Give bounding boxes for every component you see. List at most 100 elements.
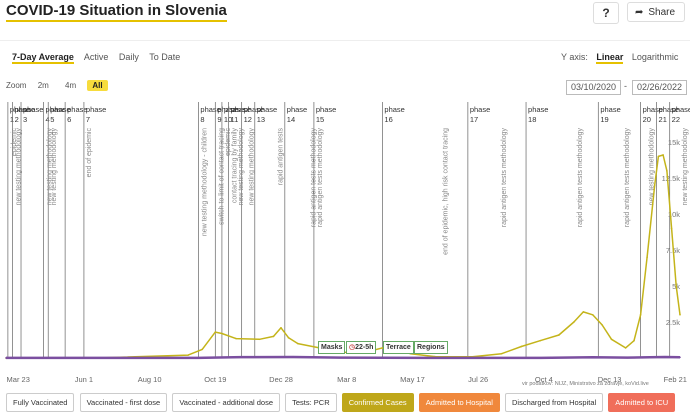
- cases-point: [610, 338, 613, 341]
- legend-additional-dose[interactable]: Vaccinated - additional dose: [172, 393, 281, 412]
- annotation-label: end of epidemic, high risk contact traci…: [443, 128, 450, 255]
- legend-fully-vaccinated[interactable]: Fully Vaccinated: [6, 393, 75, 412]
- phase-number: 17: [470, 115, 478, 124]
- annotation-label: new testing methodology: [682, 128, 689, 206]
- phase-label: phase: [316, 105, 336, 114]
- hospital-point: [239, 356, 242, 358]
- phase-label: phase: [15, 105, 35, 114]
- clock-icon: ◷: [349, 344, 356, 351]
- x-tick-label: Jun 1: [75, 375, 93, 384]
- phase-number: 15: [316, 115, 324, 124]
- phase-number: 4: [46, 115, 50, 124]
- cases-point: [272, 335, 275, 338]
- annotation-label: switch to limit of contact tracing: [218, 128, 225, 225]
- measure-curfew[interactable]: ◷22-5h: [346, 341, 377, 354]
- tab-to-date[interactable]: To Date: [149, 52, 181, 62]
- annotation-label: new testing methodology: [16, 128, 23, 206]
- x-tick-label: Aug 10: [138, 375, 162, 384]
- yaxis-linear-button[interactable]: Linear: [596, 52, 624, 64]
- y-tick-label: 15k: [668, 138, 680, 147]
- legend-confirmed-cases[interactable]: Confirmed Cases: [341, 393, 414, 412]
- cases-point: [624, 347, 627, 349]
- help-button[interactable]: ?: [593, 2, 619, 24]
- legend-tests-pcr[interactable]: Tests: PCR: [285, 393, 337, 412]
- legend-admitted-hospital[interactable]: Admitted to Hospital: [418, 393, 500, 412]
- zoom-4m-button[interactable]: 4m: [65, 81, 77, 90]
- cases-point: [235, 337, 237, 340]
- phase-label: phase: [23, 105, 43, 114]
- cases-point: [653, 184, 656, 186]
- hospital-point: [679, 356, 681, 359]
- cases-point: [662, 154, 664, 156]
- phase-label: phase: [287, 105, 307, 114]
- hospital-point: [664, 356, 666, 358]
- cases-point: [639, 314, 642, 316]
- hospital-point: [197, 357, 200, 359]
- phase-label: phase: [67, 105, 87, 114]
- x-tick-label: Mar 23: [7, 375, 30, 384]
- phase-label: phase: [200, 105, 220, 114]
- cases-point: [591, 314, 594, 316]
- cases-point: [287, 337, 290, 339]
- annotation-label: rapid antigen tests methodology: [310, 128, 317, 228]
- cases-point: [666, 170, 668, 172]
- annotation-label: new testing methodology: [248, 128, 255, 206]
- measure-masks[interactable]: Masks: [318, 341, 346, 354]
- measure-terrace[interactable]: Terrace: [383, 341, 414, 354]
- y-tick-label: 2.5k: [666, 318, 680, 327]
- hospital-point: [5, 357, 7, 359]
- legend-discharged[interactable]: Discharged from Hospital: [504, 393, 604, 412]
- x-tick-label: Feb 21: [664, 375, 687, 384]
- phase-number: 8: [200, 115, 204, 124]
- zoom-label: Zoom: [6, 81, 27, 90]
- tab-7day-average[interactable]: 7-Day Average: [12, 52, 74, 64]
- cases-point: [280, 326, 282, 329]
- series-hospital: [6, 355, 681, 360]
- phase-label: phase: [217, 105, 237, 114]
- phase-number: 12: [244, 115, 252, 124]
- date-from-input[interactable]: 03/10/2020: [566, 80, 621, 95]
- phase-number: 22: [672, 115, 680, 124]
- tab-active[interactable]: Active: [83, 52, 109, 62]
- share-button[interactable]: ➦ Share: [627, 2, 685, 22]
- phase-number: 9: [217, 115, 221, 124]
- phase-label: phase: [600, 105, 620, 114]
- cases-point: [381, 347, 384, 349]
- annotation-label: new testing methodology: [51, 128, 58, 206]
- cases-point: [187, 354, 189, 356]
- legend-admitted-icu[interactable]: Admitted to ICU: [608, 393, 676, 412]
- phase-label: phase: [528, 105, 548, 114]
- cases-point: [539, 339, 541, 342]
- legend-first-dose[interactable]: Vaccinated - first dose: [79, 393, 168, 412]
- annotation-label: epidemic: [11, 128, 18, 157]
- zoom-all-button[interactable]: All: [87, 80, 108, 91]
- date-to-input[interactable]: 02/26/2022: [632, 80, 687, 95]
- annotation-label: new testing methodology - children: [201, 128, 208, 236]
- annotation-label: rapid antigen tests methodology: [501, 128, 508, 228]
- measure-regions[interactable]: Regions: [414, 341, 448, 354]
- phase-number: 13: [257, 115, 265, 124]
- phase-number: 16: [384, 115, 392, 124]
- hospital-point: [626, 356, 629, 359]
- phase-label: phase: [470, 105, 490, 114]
- zoom-controls: Zoom 2m 4m All: [6, 80, 108, 91]
- annotation-label: epidemic: [225, 128, 232, 157]
- phase-label: phase: [659, 105, 679, 114]
- phase-label: phase: [230, 105, 250, 114]
- cases-point: [675, 285, 678, 287]
- yaxis-log-button[interactable]: Logarithmic: [631, 52, 679, 62]
- hospital-point: [540, 357, 542, 359]
- annotation-label: rapid antigen tests methodology: [624, 128, 631, 228]
- tab-daily[interactable]: Daily: [118, 52, 139, 62]
- zoom-2m-button[interactable]: 2m: [37, 81, 49, 90]
- cases-point: [573, 321, 575, 323]
- x-tick-label: Oct 4: [535, 375, 553, 384]
- annotation-label: rapid antigen tests: [277, 128, 284, 186]
- cases-point: [582, 311, 585, 313]
- legend: Fully Vaccinated Vaccinated - first dose…: [6, 393, 678, 412]
- mode-tabs: 7-Day Average Active Daily To Date: [12, 52, 188, 64]
- cases-point: [601, 324, 603, 326]
- cases-point: [646, 256, 648, 259]
- phase-number: 19: [600, 115, 608, 124]
